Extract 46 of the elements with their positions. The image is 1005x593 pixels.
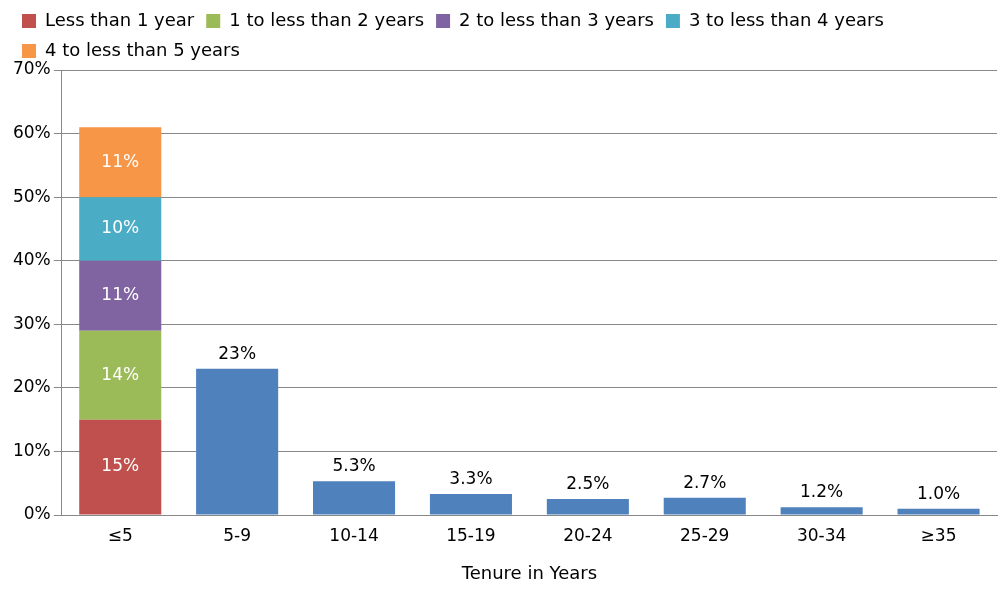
data-label: 15%: [101, 455, 140, 476]
x-tick-label: 20-24: [563, 524, 613, 545]
bar: [663, 497, 746, 515]
x-tick-label: 30-34: [796, 524, 847, 545]
x-tick-label: 15-19: [446, 524, 496, 545]
bar: [546, 499, 629, 515]
bar: [79, 419, 162, 515]
bar: [79, 260, 162, 331]
legend-label: 2 to less than 3 years: [459, 8, 654, 30]
data-label: 1.2%: [800, 481, 844, 502]
x-tick-label: ≥35: [920, 524, 957, 545]
bar: [897, 508, 980, 515]
data-label: 11%: [101, 284, 140, 305]
bar: [313, 481, 396, 515]
y-tick-label: 30%: [12, 312, 51, 333]
data-label: 11%: [101, 150, 140, 171]
data-label: 10%: [101, 217, 140, 238]
bar: [79, 197, 162, 261]
data-label: 14%: [101, 363, 140, 384]
y-tick-label: 70%: [12, 58, 51, 79]
data-label: 5.3%: [332, 455, 376, 476]
bar: [79, 330, 162, 420]
y-tick-label: 10%: [12, 439, 51, 460]
y-tick-label: 0%: [23, 503, 51, 524]
y-tick-label: 60%: [12, 121, 51, 142]
data-label: 2.7%: [683, 471, 727, 492]
x-tick-label: ≤5: [107, 524, 133, 545]
legend-label: Less than 1 year: [45, 8, 195, 30]
y-tick-label: 20%: [12, 376, 51, 397]
legend-label: 4 to less than 5 years: [45, 38, 240, 60]
legend-label: 3 to less than 4 years: [688, 8, 884, 30]
bar: [429, 494, 512, 515]
legend-label: 1 to less than 2 years: [229, 8, 425, 30]
x-tick-label: 10-14: [329, 524, 379, 545]
data-label: 3.3%: [449, 467, 493, 488]
data-label: 1.0%: [916, 482, 961, 503]
x-tick-label: 25-29: [680, 524, 730, 545]
y-tick-label: 40%: [12, 249, 51, 270]
data-label: 2.5%: [566, 473, 610, 494]
bar: [780, 507, 863, 515]
data-label: 23%: [218, 342, 257, 363]
bar: [196, 368, 279, 515]
y-tick-label: 50%: [12, 185, 51, 206]
x-axis-title: Tenure in Years: [460, 561, 598, 583]
x-tick-label: 5-9: [223, 524, 252, 545]
bar: [79, 127, 162, 198]
